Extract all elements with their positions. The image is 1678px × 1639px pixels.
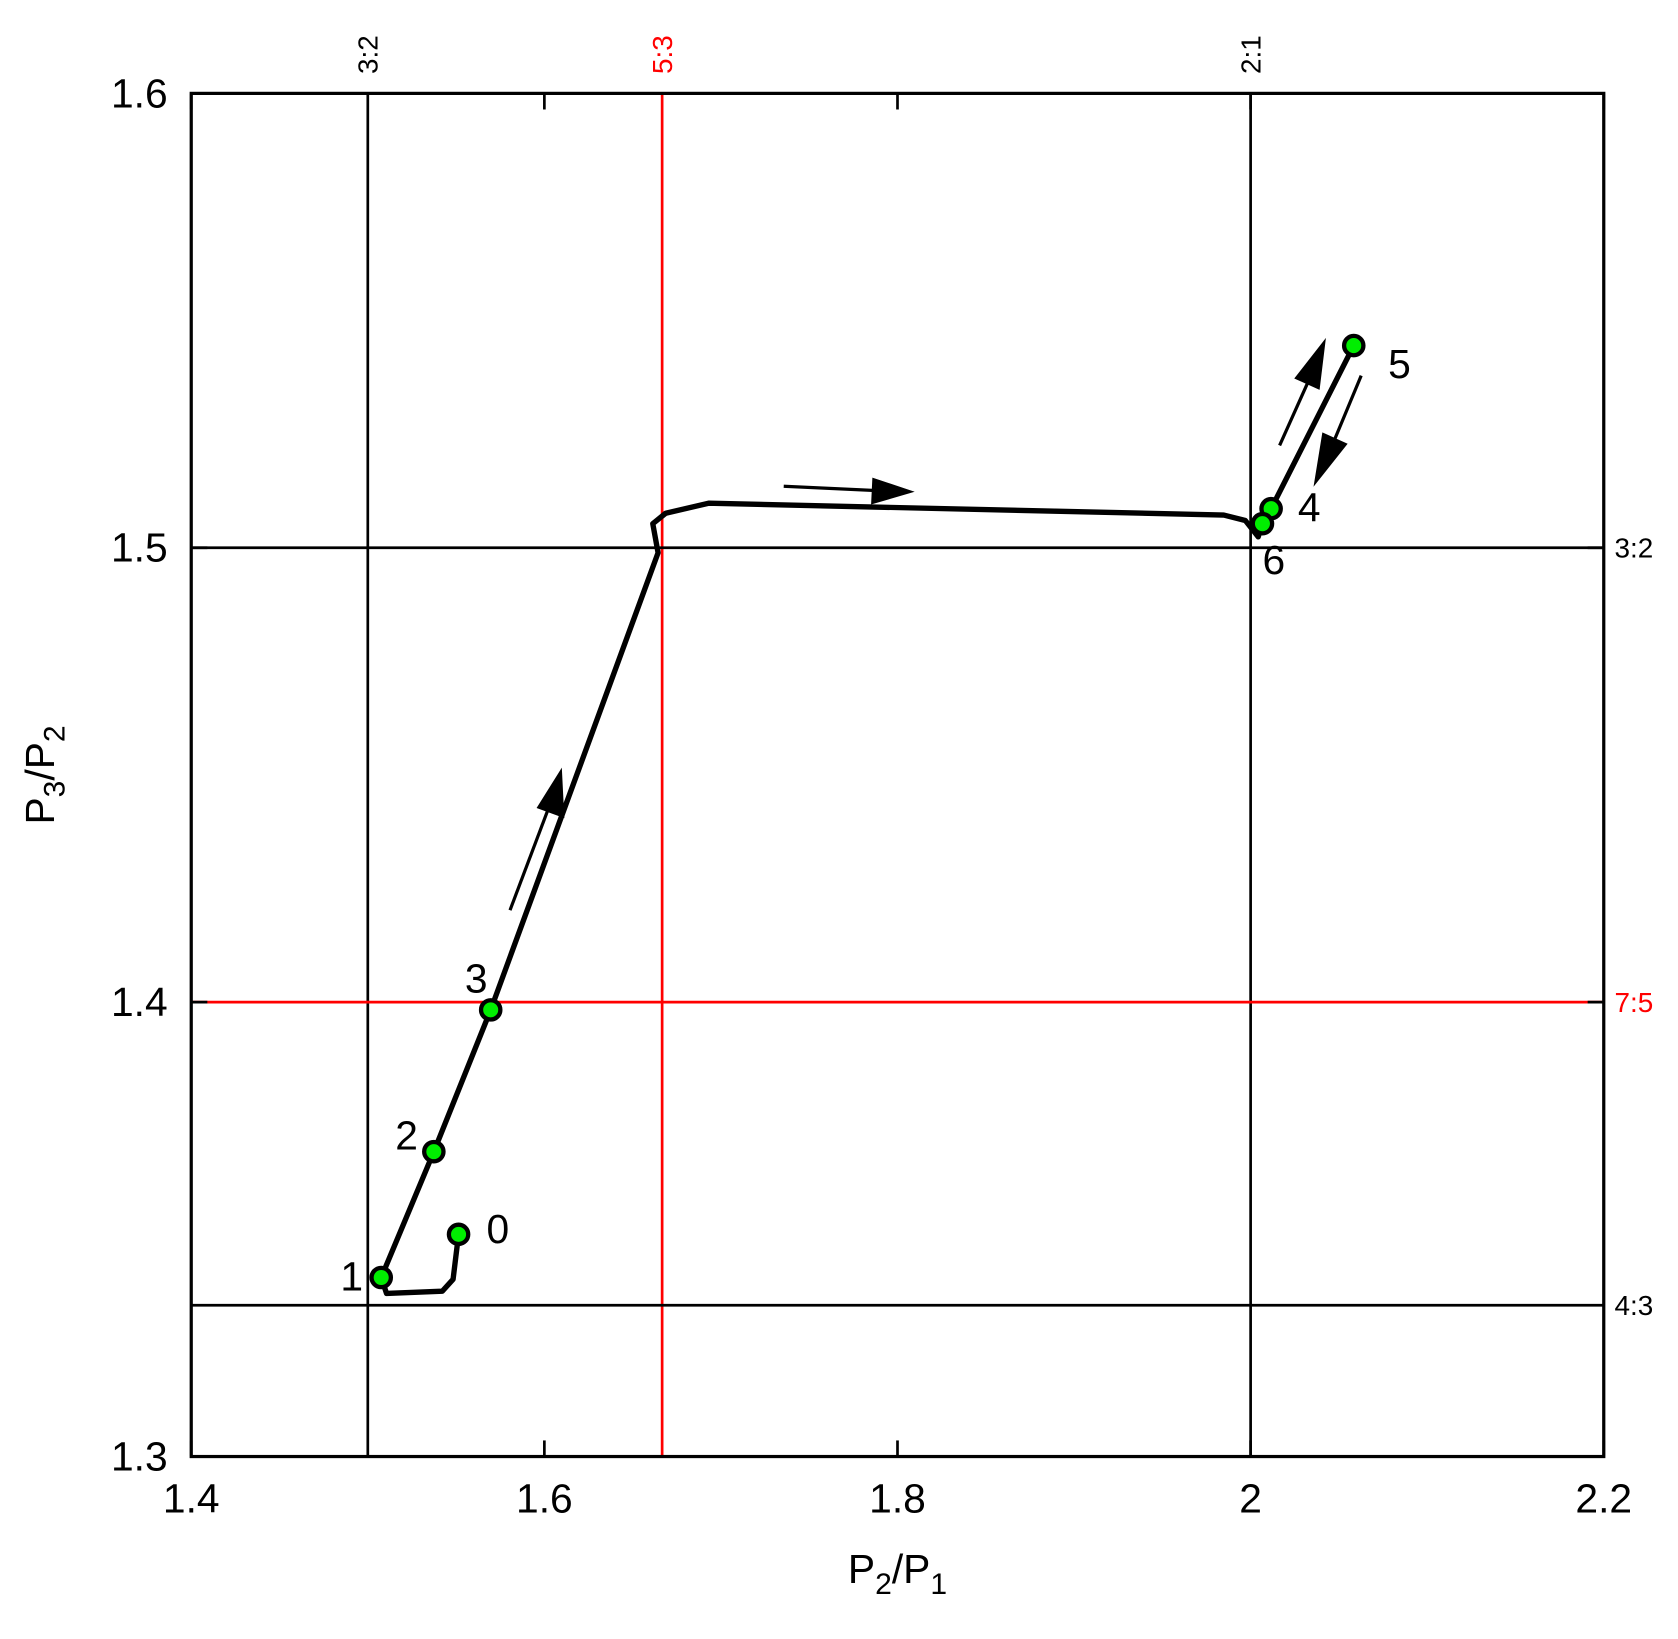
arrow (1332, 375, 1363, 441)
y-tick-label: 1.6 (111, 70, 168, 116)
label-part: /P (17, 742, 63, 781)
arrow (783, 484, 876, 493)
arrow-head (871, 477, 915, 505)
resonance-label: 2:1 (1235, 35, 1266, 74)
subscript: 1 (930, 1568, 947, 1601)
arrow-head (536, 767, 565, 819)
point-label: 2 (395, 1112, 418, 1158)
point (369, 1265, 394, 1290)
label-part: /P (892, 1546, 931, 1592)
resonance-label: 7:5 (1614, 987, 1653, 1018)
xlabel: P2/P1 (848, 1546, 947, 1601)
resonance-label: 4:3 (1614, 1290, 1653, 1321)
label-part: P (848, 1546, 875, 1592)
x-tick-label: 1.8 (869, 1475, 926, 1521)
x-tick-label: 1.4 (163, 1475, 220, 1521)
arrow (508, 804, 552, 911)
subscript: 2 (39, 725, 72, 742)
point (1341, 333, 1366, 358)
point-label: 0 (486, 1206, 509, 1252)
x-tick-label: 2 (1239, 1475, 1262, 1521)
y-tick-label: 1.4 (111, 979, 168, 1025)
resonance-label: 5:3 (647, 35, 678, 74)
subscript: 2 (875, 1568, 892, 1601)
resonance-label: 3:2 (1614, 532, 1653, 563)
point (478, 998, 503, 1022)
point-label: 4 (1298, 485, 1321, 531)
point (1250, 511, 1275, 536)
point (446, 1222, 471, 1247)
y-tick-label: 1.3 (111, 1433, 168, 1479)
ylabel: P3/P2 (17, 725, 72, 824)
point-label: 5 (1388, 341, 1411, 387)
y-tick-label: 1.5 (111, 525, 168, 571)
point (422, 1139, 446, 1164)
trajectory (378, 344, 1357, 1297)
x-tick-label: 2.2 (1575, 1475, 1632, 1521)
arrow-head (1294, 337, 1326, 390)
x-tick-label: 1.6 (516, 1475, 573, 1521)
arrow (1278, 382, 1309, 447)
label-part: P (17, 797, 63, 824)
point-label: 1 (340, 1253, 363, 1299)
point-label: 3 (465, 956, 488, 1002)
subscript: 3 (39, 781, 72, 798)
plot-frame (189, 91, 1606, 1459)
resonance-label: 3:2 (352, 35, 383, 74)
arrows (508, 337, 1363, 911)
arrow-head (1313, 432, 1348, 487)
point-label: 6 (1262, 537, 1285, 583)
